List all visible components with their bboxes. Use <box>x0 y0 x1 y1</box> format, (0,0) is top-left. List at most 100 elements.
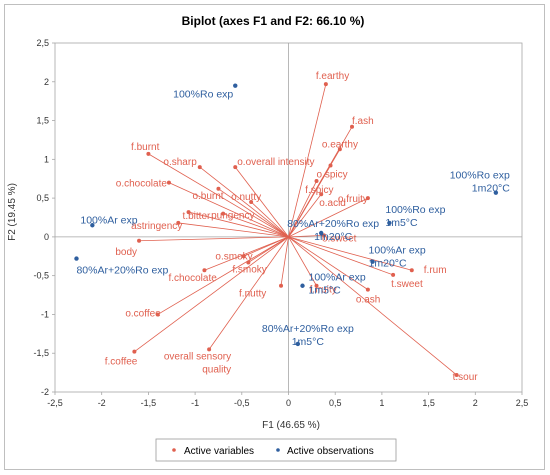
variable-label: f.smoky <box>232 264 266 275</box>
variable-point <box>249 199 254 204</box>
x-tick-label: -2,5 <box>47 398 63 408</box>
observation-label: 100%Ar exp <box>80 214 137 226</box>
variable-label: overall sensory quality <box>164 351 231 375</box>
variable-label: f.fruity <box>310 285 337 296</box>
variable-vector <box>234 166 289 238</box>
variable-label: body <box>115 247 137 258</box>
variable-point <box>314 179 319 184</box>
variable-point <box>323 82 328 87</box>
y-tick-label: -2 <box>41 387 49 397</box>
variable-vector <box>222 213 289 238</box>
variable-point <box>409 268 414 273</box>
legend-marker-variables <box>172 448 176 452</box>
variable-vectors <box>132 82 459 377</box>
legend-label-variables: Active variables <box>184 446 254 457</box>
variable-point <box>146 151 151 156</box>
x-tick-label: 1,5 <box>422 398 435 408</box>
variable-label: t.sweet <box>391 279 423 290</box>
variable-point <box>321 233 326 238</box>
variable-label: f.coffee <box>105 357 138 368</box>
variable-label: f.earthy <box>316 71 349 82</box>
variable-vector <box>288 197 369 238</box>
variable-label: t.sour <box>453 372 479 383</box>
x-axis-label: F1 (46.65 %) <box>262 420 320 431</box>
variable-point <box>454 372 459 377</box>
variable-point <box>202 268 207 273</box>
variable-point <box>319 192 324 197</box>
y-tick-label: 2 <box>44 77 49 87</box>
variable-label: f.ash <box>352 116 374 127</box>
variable-label: f.chocolate <box>168 273 217 284</box>
y-tick-label: 0,5 <box>36 193 49 203</box>
variable-label: o.smoky <box>215 251 252 262</box>
variable-label: o.ash <box>356 295 380 306</box>
variable-label: astringency <box>131 221 182 232</box>
observation-label: 100%Ro exp 1m5°C <box>385 204 445 229</box>
variable-vector <box>288 236 369 290</box>
variable-point <box>314 283 319 288</box>
variable-vector <box>288 236 394 276</box>
point-labels: f.earthy f.ash o.earthy o.spicy f.burnto.sha… <box>76 71 510 383</box>
variable-label: o.nutty <box>231 192 261 203</box>
variable-vector <box>288 180 317 238</box>
variable-label: f.nutty <box>239 289 266 300</box>
chart-title: Biplot (axes F1 and F2: 66.10 %) <box>182 14 365 28</box>
observation-label: 80%Ar+20%Ro exp 1m20°C <box>287 218 379 243</box>
x-tick-label: -0,5 <box>234 398 250 408</box>
variable-label: o.sweet <box>322 233 357 244</box>
x-tick-label: 2,5 <box>516 398 529 408</box>
variable-vector <box>288 234 325 238</box>
variable-point <box>350 124 355 129</box>
observation-point <box>387 220 392 226</box>
variable-vector <box>199 166 289 238</box>
observation-point <box>74 256 79 261</box>
legend-box <box>155 438 397 462</box>
variable-label: o.burnt <box>192 191 223 202</box>
variable-label: o.spicy <box>317 170 348 181</box>
variable-vector <box>134 236 289 352</box>
legend: Active variables Active observations <box>155 438 397 462</box>
variable-point <box>176 220 181 225</box>
variable-vector <box>288 193 322 238</box>
observation-label: 80%Ar+20%Ro exp <box>76 265 168 277</box>
y-tick-label: 1,5 <box>36 116 49 126</box>
variable-point <box>328 163 333 168</box>
variable-label: o.coffee <box>125 308 161 319</box>
chart-frame <box>4 4 545 470</box>
x-tick-label: -1,5 <box>141 398 157 408</box>
y-axis-label: F2 (19.45 %) <box>7 183 18 241</box>
x-tick-label: 1 <box>379 398 384 408</box>
variable-point <box>137 238 142 243</box>
y-tick-label: -1,5 <box>33 348 49 358</box>
legend-label-observations: Active observations <box>287 446 374 457</box>
variable-vector <box>178 222 289 238</box>
observation-points <box>74 83 499 347</box>
variable-vector <box>208 236 289 350</box>
variable-vector <box>250 201 289 238</box>
variable-point <box>365 196 370 201</box>
variable-label: o.sharp <box>163 157 197 168</box>
variable-label: pungency <box>211 211 254 222</box>
variable-vector <box>288 236 317 286</box>
observation-point <box>300 283 305 288</box>
observation-label: 80%Ar+20%Ro exp 1m5°C <box>262 323 354 348</box>
variable-vector <box>288 236 412 271</box>
variable-vector <box>288 165 331 238</box>
variable-point <box>186 210 191 215</box>
observation-point <box>493 190 499 195</box>
y-tick-label: -1 <box>41 309 49 319</box>
variable-label: t.bitter <box>183 211 211 222</box>
variable-vector <box>148 153 289 238</box>
y-tick-label: 2,5 <box>36 38 49 48</box>
variable-label: o.chocolate <box>116 179 168 190</box>
observation-point <box>90 223 95 228</box>
variable-label: f.rum <box>424 265 447 276</box>
variable-label: f.burnt <box>131 142 160 153</box>
observation-point <box>233 83 238 88</box>
variable-label: o.earthy <box>322 139 358 150</box>
axes-layer: -2,5 -2 -1,5 -1 -0,5 0 0,5 1 1,5 2 2,5-2-1,5-1-0,5… <box>33 38 528 408</box>
variable-label: o.acid <box>319 198 346 209</box>
x-tick-label: -1 <box>191 398 199 408</box>
legend-marker-observations <box>276 448 280 452</box>
